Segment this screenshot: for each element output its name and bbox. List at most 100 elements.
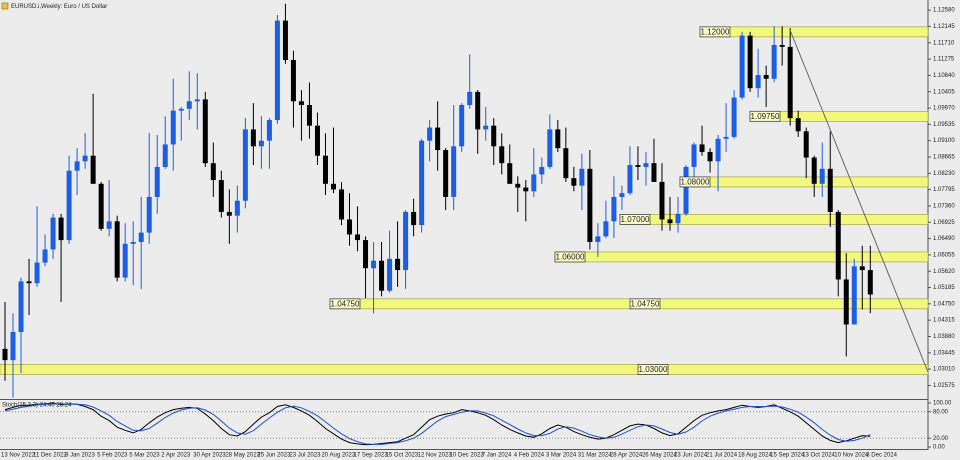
candle-body [34, 262, 40, 284]
y-tick-label: 1.08230 [933, 171, 955, 177]
oscillator-line [4, 403, 871, 445]
candle-body [747, 35, 753, 89]
x-tick-label: 21 Jul 2024 [706, 453, 738, 459]
y-tick-label: 1.06055 [933, 252, 955, 258]
x-tick-label: 5 Feb 2023 [97, 453, 128, 459]
x-tick-label: 28 Apr 2024 [610, 453, 643, 459]
candle-body [683, 166, 689, 214]
level-zone [554, 251, 929, 263]
candle-body [427, 127, 433, 141]
candle-body [178, 108, 184, 111]
candle-body [763, 75, 769, 79]
y-tick-label: 1.10405 [933, 89, 955, 95]
x-tick-label: 10 Dec 2023 [450, 453, 485, 459]
candle-body [18, 281, 24, 332]
candle-body [739, 35, 745, 98]
candle-body [339, 189, 345, 220]
y-tick-label: 1.09535 [933, 122, 955, 128]
candle-body [651, 163, 657, 182]
level-label-box [554, 251, 586, 263]
level-label-box [679, 176, 711, 188]
candle-body [162, 144, 168, 167]
candle-body [114, 221, 120, 278]
candle-body [483, 125, 489, 130]
x-tick-label: 5 Mar 2023 [129, 453, 160, 459]
candle-body [90, 155, 96, 184]
candle-body [507, 163, 513, 184]
level-label: 1.12000 [701, 27, 730, 36]
x-tick-label: 8 Jan 2023 [65, 453, 95, 459]
x-tick-label: 28 May 2023 [225, 453, 260, 459]
candle-body [859, 266, 865, 271]
candle-body [26, 281, 32, 284]
level-label: 1.07000 [621, 215, 650, 224]
candle-body [282, 20, 288, 61]
y-tick-label: 1.03880 [933, 334, 955, 340]
candle-body [371, 260, 377, 269]
candle-body [42, 249, 48, 263]
level-label-box [637, 364, 669, 375]
candle-body [667, 219, 673, 224]
level-zone [679, 176, 929, 188]
y-tick-label: 80.00 [933, 409, 949, 415]
candle-body [186, 101, 192, 109]
candle-body [603, 221, 609, 237]
y-tick-label: 1.02575 [933, 383, 955, 389]
candle-body [579, 168, 585, 186]
candle-body [515, 183, 521, 188]
candle-body [675, 213, 681, 224]
candle-body [835, 211, 841, 280]
x-tick-label: 18 Aug 2024 [738, 453, 772, 459]
candle-body [851, 266, 857, 325]
candle-body [322, 155, 328, 184]
candle-body [202, 99, 208, 164]
candle-body [451, 146, 457, 197]
y-tick-label: 1.07360 [933, 204, 955, 210]
x-tick-label: 15 Oct 2023 [386, 453, 419, 459]
candle-body [475, 91, 481, 130]
candle-body [827, 168, 833, 212]
candle-body [274, 20, 280, 121]
x-tick-label: 31 Mar 2024 [578, 453, 612, 459]
x-tick-label: 2 Apr 2023 [161, 453, 191, 459]
level-label: 1.04750 [331, 299, 360, 308]
oscillator-panel: 0.00 20.00 80.00 100.00 [0, 401, 952, 451]
candle-body [98, 183, 104, 229]
candle-body [298, 101, 304, 106]
x-tick-label: 25 Jun 2023 [257, 453, 291, 459]
y-tick-label: 20.00 [933, 436, 949, 442]
level-zone [699, 26, 929, 38]
chart-title: EURUSD.i,Weekly: Euro / US Dollar [11, 4, 107, 10]
candle-body [819, 168, 825, 184]
candle-body [170, 110, 176, 145]
level-zone [0, 364, 929, 375]
y-tick-label: 100.00 [933, 401, 952, 407]
y-tick-label: 1.11710 [933, 40, 955, 46]
y-tick-label: 1.09100 [933, 138, 955, 144]
x-tick-label: 11 Dec 2022 [33, 453, 67, 459]
x-tick-label: 13 Oct 2024 [802, 453, 835, 459]
candle-body [491, 125, 497, 147]
candle-body [803, 131, 809, 158]
level-label-box [749, 110, 781, 122]
x-tick-label: 3 Mar 2024 [546, 453, 577, 459]
candle-body [539, 166, 545, 175]
y-tick-label: 1.07795 [933, 187, 955, 193]
candle-body [106, 221, 112, 229]
level-label-box [699, 26, 731, 38]
candle-body [210, 163, 216, 181]
candle-body [795, 118, 801, 132]
level-label-box [629, 298, 661, 310]
candle-body [563, 148, 569, 179]
oscillator-title: Stoch(15,3,3) 24.40 28.24 [2, 403, 72, 409]
candle-body [234, 200, 240, 216]
candle-body [419, 140, 425, 226]
candle-body [867, 270, 873, 295]
y-tick-label: 1.04750 [933, 301, 955, 307]
x-tick-label: 23 Jun 2024 [674, 453, 708, 459]
candle-body [242, 129, 248, 201]
y-tick-label: 1.04315 [933, 318, 955, 324]
